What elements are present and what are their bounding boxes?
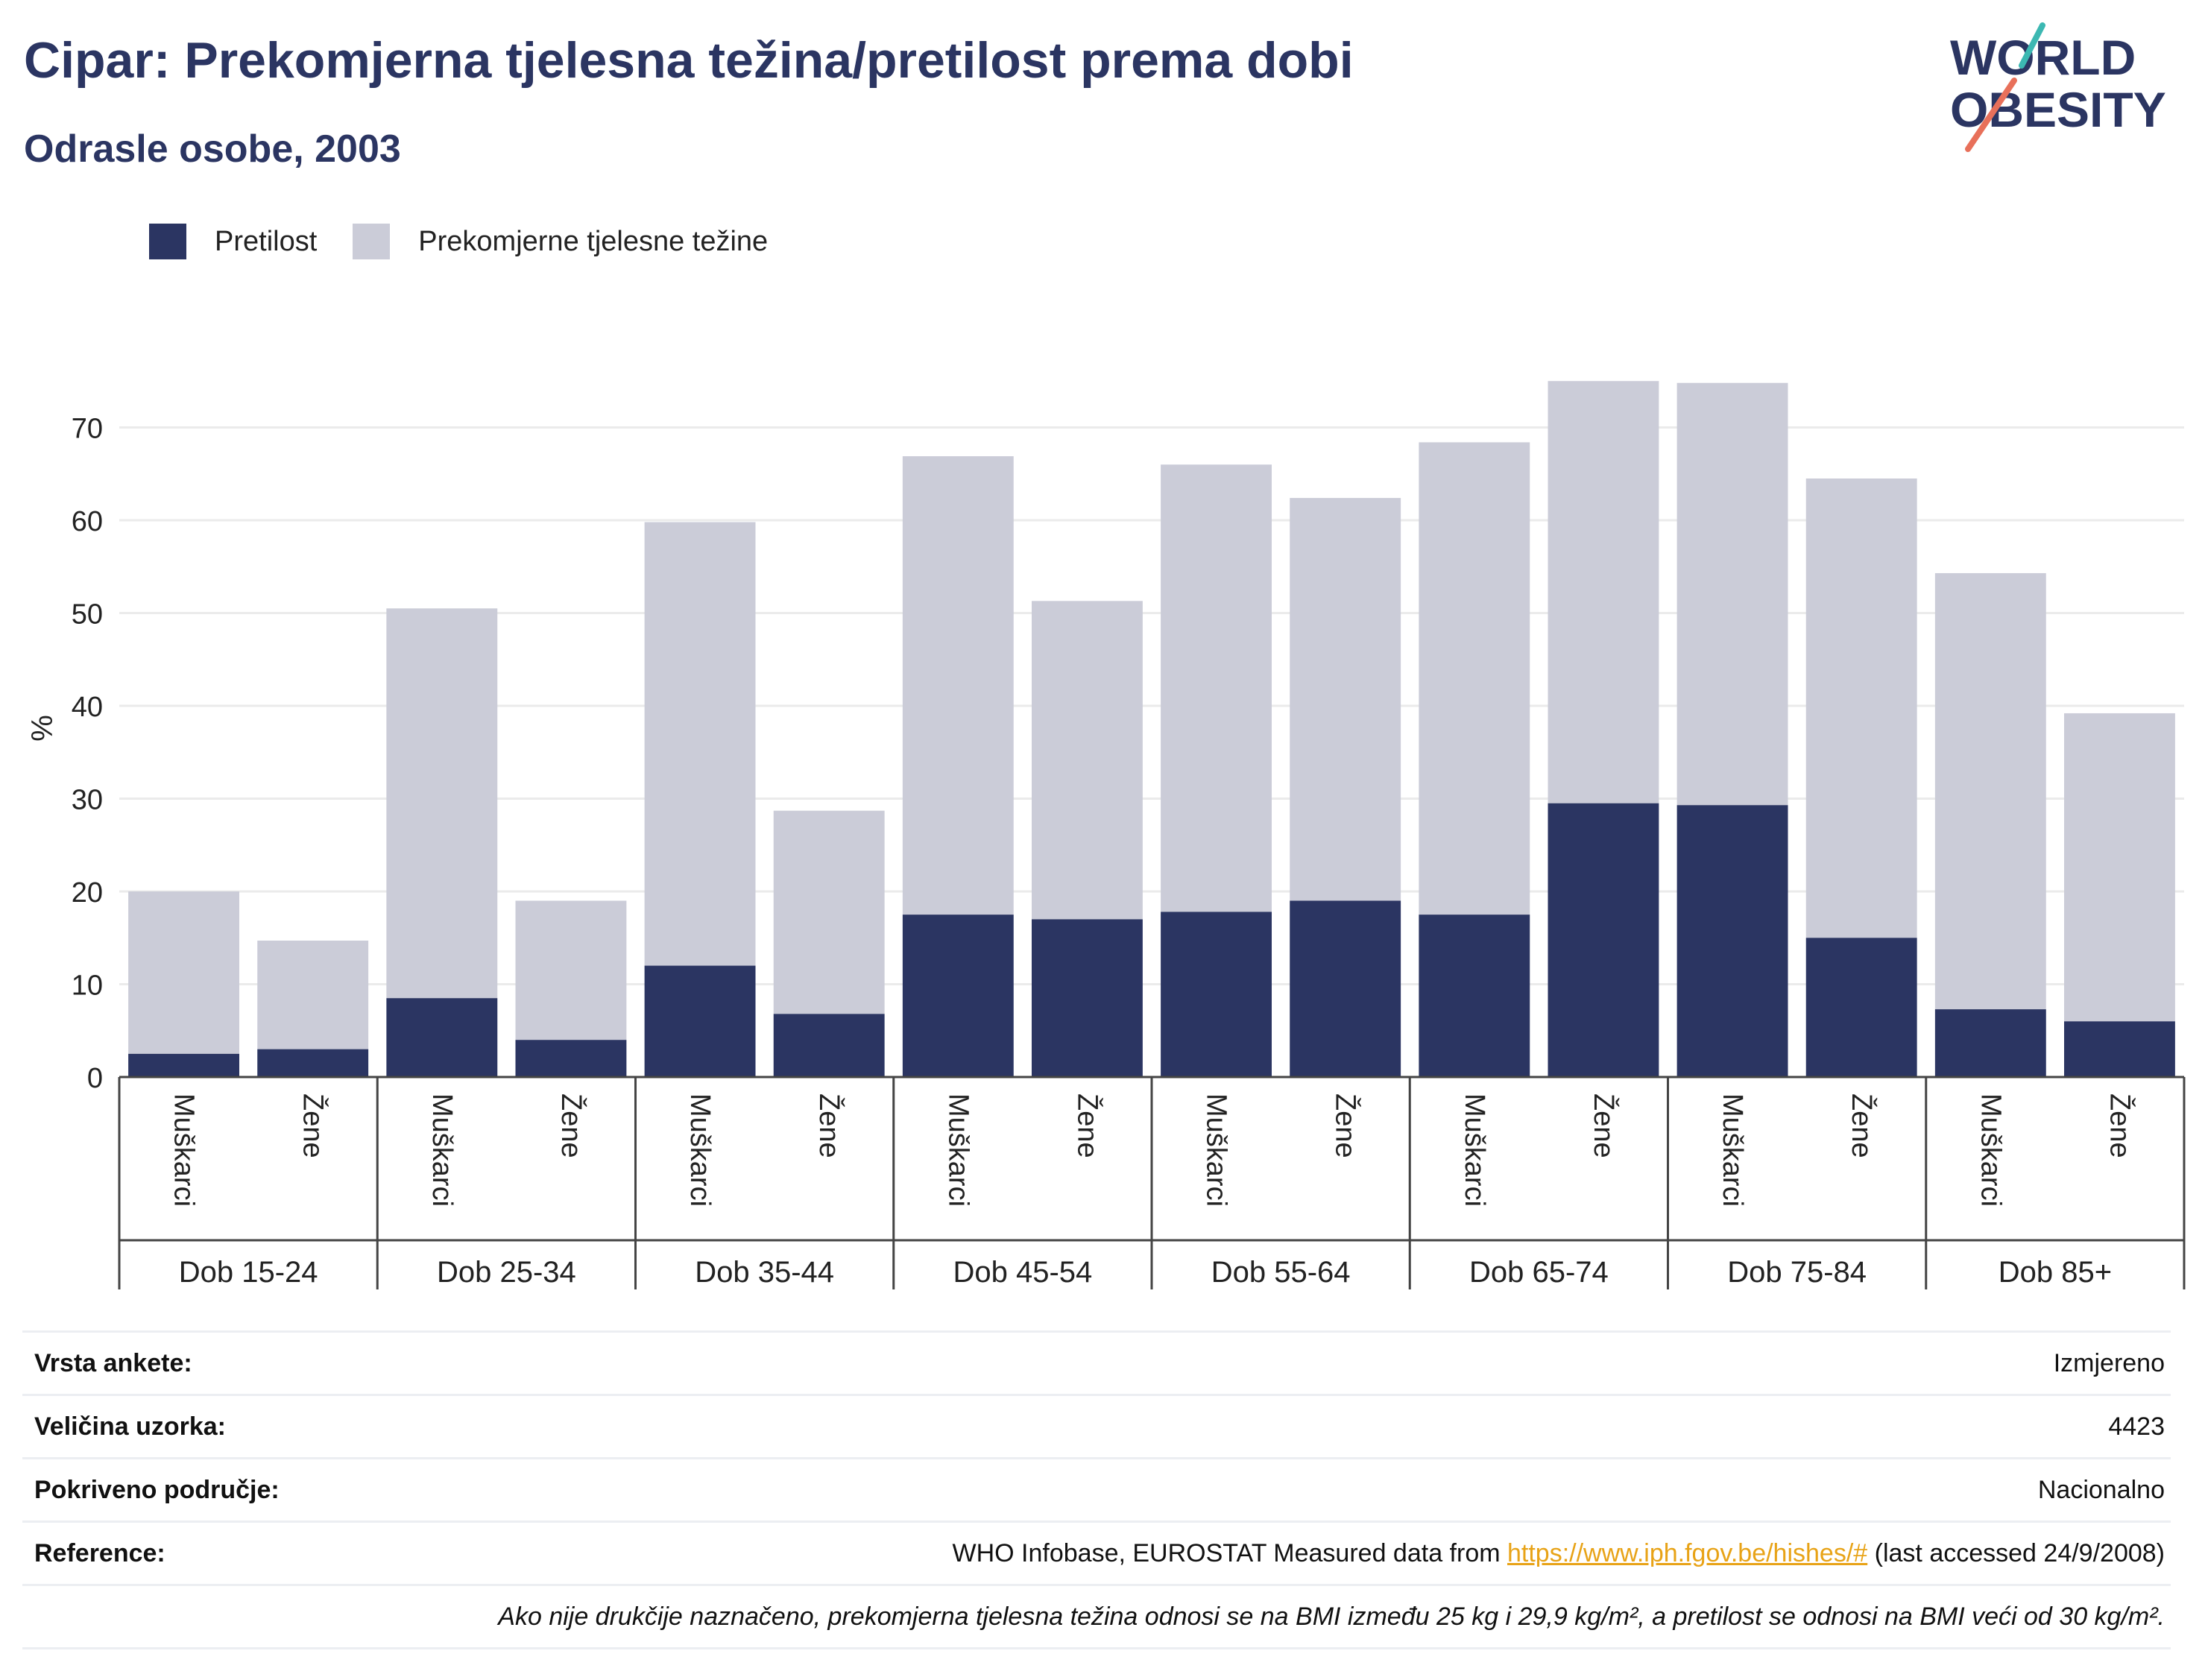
x-subcategory-label: Muškarci xyxy=(1459,1093,1490,1207)
bar-overweight xyxy=(1934,572,2046,1010)
bar-overweight xyxy=(1419,442,1530,915)
bar-obesity xyxy=(1161,912,1272,1077)
x-group-label: Dob 55-64 xyxy=(1211,1256,1351,1289)
survey-metadata-table: Vrsta ankete: Izmjereno Veličina uzorka:… xyxy=(22,1330,2171,1649)
bar-obesity xyxy=(1031,919,1143,1077)
meta-key: Reference: xyxy=(34,1538,165,1567)
meta-key: Pokriveno područje: xyxy=(34,1475,280,1504)
meta-key: Vrsta ankete: xyxy=(34,1348,192,1377)
x-group-label: Dob 65-74 xyxy=(1469,1256,1609,1289)
world-obesity-logo: WORLD OBESITY xyxy=(1950,22,2166,152)
bar-obesity xyxy=(902,915,1014,1077)
meta-value: Nacionalno xyxy=(2037,1475,2165,1504)
y-tick-label: 40 xyxy=(72,692,103,723)
bar-obesity xyxy=(1934,1009,2046,1077)
bar-overweight xyxy=(773,810,885,1014)
x-subcategory-label: Žene xyxy=(297,1093,329,1158)
logo-slash-teal xyxy=(2019,22,2045,69)
legend-swatch-obesity xyxy=(149,224,186,259)
legend-label-overweight: Prekomjerne tjelesne težine xyxy=(418,225,769,257)
meta-row-sample-size: Veličina uzorka: 4423 xyxy=(22,1394,2171,1457)
page-subtitle: Odrasle osobe, 2003 xyxy=(24,127,401,171)
bar-obesity xyxy=(1548,803,1659,1077)
bar-overweight xyxy=(2063,713,2175,1022)
y-tick-label: 60 xyxy=(72,506,103,537)
x-subcategory-label: Muškarci xyxy=(684,1093,716,1207)
x-subcategory-label: Žene xyxy=(2104,1093,2136,1158)
legend-item-obesity: Pretilost xyxy=(149,224,317,259)
bar-chart: 0 10 20 30 40 50 60 70% Muškarci Žene Dob 15-24 Muš… xyxy=(26,381,2186,1289)
x-subcategory-label: Muškarci xyxy=(168,1093,200,1207)
meta-row-note: Ako nije drukčije naznačeno, prekomjerna… xyxy=(22,1584,2171,1649)
page-title: Cipar: Prekomjerna tjelesna težina/preti… xyxy=(24,32,1354,89)
legend-item-overweight: Prekomjerne tjelesne težine xyxy=(353,224,768,259)
x-group-label: Dob 75-84 xyxy=(1727,1256,1867,1289)
bar-obesity xyxy=(644,965,756,1077)
y-tick-label: 50 xyxy=(72,599,103,631)
x-subcategory-label: Žene xyxy=(1588,1093,1620,1158)
bar-overweight xyxy=(1805,478,1917,938)
x-subcategory-label: Žene xyxy=(1071,1093,1103,1158)
bar-obesity xyxy=(128,1053,240,1077)
x-subcategory-label: Žene xyxy=(555,1093,587,1158)
bar-overweight xyxy=(644,522,756,966)
reference-prefix: WHO Infobase, EUROSTAT Measured data fro… xyxy=(952,1538,1507,1567)
y-tick-label: 10 xyxy=(72,970,103,1002)
x-subcategory-label: Žene xyxy=(813,1093,845,1158)
meta-row-coverage: Pokriveno područje: Nacionalno xyxy=(22,1457,2171,1520)
bar-obesity xyxy=(1419,915,1530,1077)
meta-key: Veličina uzorka: xyxy=(34,1412,226,1441)
bar-obesity xyxy=(2063,1021,2175,1077)
y-tick-label: 30 xyxy=(72,785,103,816)
bar-obesity xyxy=(773,1014,885,1077)
bar-overweight xyxy=(257,940,369,1049)
legend-swatch-overweight xyxy=(353,224,391,259)
bar-overweight xyxy=(1548,381,1659,803)
x-subcategory-label: Muškarci xyxy=(1201,1093,1232,1207)
x-subcategory-label: Muškarci xyxy=(942,1093,974,1207)
y-axis-label: % xyxy=(26,715,59,742)
meta-value: Izmjereno xyxy=(2053,1348,2165,1377)
logo-text-world: WORLD xyxy=(1950,30,2136,85)
bar-overweight xyxy=(128,891,240,1054)
chart-legend: Pretilost Prekomjerne tjelesne težine xyxy=(149,221,804,262)
bar-obesity xyxy=(515,1040,627,1077)
logo-slash-coral xyxy=(1965,78,2017,152)
bar-overweight xyxy=(515,900,627,1040)
meta-value: WHO Infobase, EUROSTAT Measured data fro… xyxy=(953,1539,2171,1568)
x-subcategory-label: Muškarci xyxy=(426,1093,458,1207)
bar-obesity xyxy=(1676,805,1788,1077)
x-subcategory-label: Žene xyxy=(1846,1093,1878,1158)
y-tick-label: 70 xyxy=(72,414,103,445)
x-group-label: Dob 15-24 xyxy=(179,1256,318,1289)
logo-text-obesity: OBESITY xyxy=(1950,82,2166,137)
bar-overweight xyxy=(1676,382,1788,806)
meta-row-survey-type: Vrsta ankete: Izmjereno xyxy=(22,1330,2171,1394)
bar-overweight xyxy=(902,456,1014,915)
bmi-definition-note: Ako nije drukčije naznačeno, prekomjerna… xyxy=(498,1602,2165,1631)
bar-overweight xyxy=(1290,498,1401,901)
meta-row-reference: Reference: WHO Infobase, EUROSTAT Measur… xyxy=(22,1520,2171,1584)
x-group-label: Dob 35-44 xyxy=(695,1256,834,1289)
y-tick-label: 20 xyxy=(72,877,103,909)
bar-obesity xyxy=(1290,900,1401,1077)
bar-obesity xyxy=(1805,938,1917,1077)
bar-obesity xyxy=(386,998,498,1077)
x-group-label: Dob 25-34 xyxy=(437,1256,576,1289)
y-tick-label: 0 xyxy=(87,1063,103,1094)
bar-overweight xyxy=(1031,601,1143,920)
x-group-label: Dob 45-54 xyxy=(953,1256,1092,1289)
bar-obesity xyxy=(257,1049,369,1077)
x-group-label: Dob 85+ xyxy=(1999,1256,2112,1289)
x-subcategory-label: Žene xyxy=(1330,1093,1362,1158)
bar-overweight xyxy=(1161,464,1272,912)
meta-value: 4423 xyxy=(2108,1412,2165,1441)
bar-overweight xyxy=(386,608,498,999)
x-subcategory-label: Muškarci xyxy=(1717,1093,1748,1207)
legend-label-obesity: Pretilost xyxy=(215,225,318,257)
reference-link[interactable]: https://www.iph.fgov.be/hishes/# xyxy=(1507,1538,1868,1567)
reference-suffix: (last accessed 24/9/2008) xyxy=(1867,1538,2165,1567)
x-subcategory-label: Muškarci xyxy=(1975,1093,2006,1207)
